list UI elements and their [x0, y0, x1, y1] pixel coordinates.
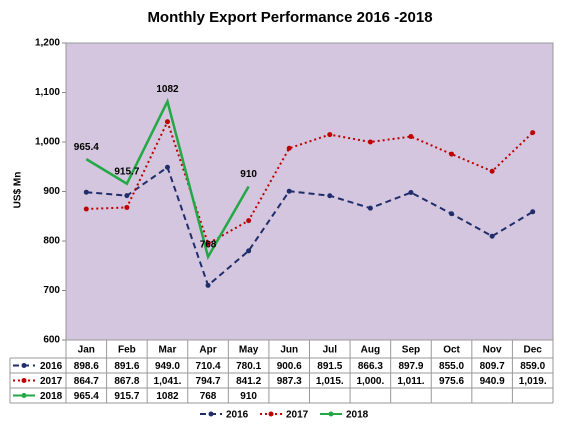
table-value: 859.0 — [520, 361, 545, 372]
x-tick-label: Apr — [199, 345, 216, 356]
table-value: 855.0 — [439, 361, 464, 372]
x-tick-label: Jun — [280, 345, 298, 356]
point-marker — [489, 233, 495, 239]
legend-key-marker — [328, 411, 334, 417]
chart-title: Monthly Export Performance 2016 -2018 — [147, 9, 432, 26]
table-value: 809.7 — [480, 361, 505, 372]
point-marker — [530, 209, 536, 215]
data-label: 965.4 — [74, 142, 99, 153]
legend-key-marker — [268, 411, 274, 417]
x-tick-label: Aug — [361, 345, 380, 356]
point-marker — [286, 188, 292, 194]
point-marker — [246, 248, 252, 254]
point-marker — [367, 205, 373, 211]
point-marker — [530, 130, 536, 136]
table-value: 1,000. — [356, 376, 384, 387]
table-value: 975.6 — [439, 376, 464, 387]
legend-key-marker — [208, 411, 214, 417]
table-value: 900.6 — [277, 361, 302, 372]
table-value: 864.7 — [74, 376, 99, 387]
y-tick-label: 600 — [43, 335, 60, 346]
y-tick-label: 1,100 — [35, 87, 60, 98]
legend-label: 2017 — [286, 410, 309, 421]
table-value: 897.9 — [398, 361, 423, 372]
point-marker — [286, 145, 292, 151]
point-marker — [327, 193, 333, 199]
x-tick-label: Jan — [78, 345, 95, 356]
table-value: 1,011. — [397, 376, 424, 387]
point-marker — [489, 168, 495, 174]
point-marker — [124, 204, 130, 210]
table-series-name: 2018 — [40, 391, 63, 402]
x-tick-label: Oct — [443, 345, 460, 356]
table-value: 891.6 — [114, 361, 139, 372]
series-line — [86, 165, 534, 288]
table-value: 949.0 — [155, 361, 180, 372]
table-value: 940.9 — [480, 376, 505, 387]
y-tick-label: 800 — [43, 236, 60, 247]
y-tick-label: 900 — [43, 186, 60, 197]
point-marker — [164, 119, 170, 125]
table-value: 1,019. — [519, 376, 547, 387]
table-value: 1,041. — [154, 376, 182, 387]
table-value: 780.1 — [236, 361, 261, 372]
data-label: 910 — [240, 169, 257, 180]
table-value: 1,015. — [316, 376, 344, 387]
point-marker — [367, 139, 373, 145]
point-marker — [83, 206, 89, 212]
table-value: 965.4 — [74, 391, 99, 402]
table-value: 867.8 — [114, 376, 139, 387]
x-tick-label: Feb — [118, 345, 136, 356]
table-value: 768 — [200, 391, 217, 402]
series-line — [85, 97, 250, 261]
y-tick-label: 1,200 — [35, 38, 60, 49]
point-marker — [164, 164, 170, 170]
table-value: 710.4 — [196, 361, 221, 372]
table-series-name: 2017 — [40, 376, 63, 387]
data-label: 1082 — [156, 84, 179, 95]
legend-label: 2018 — [346, 410, 369, 421]
point-marker — [449, 151, 455, 157]
table-series-name: 2016 — [40, 361, 63, 372]
point-marker — [449, 211, 455, 217]
x-tick-label: Jul — [323, 345, 338, 356]
point-marker — [327, 132, 333, 138]
table-key-marker — [21, 363, 27, 368]
table-key-marker — [21, 378, 27, 383]
table-value: 891.5 — [317, 361, 342, 372]
y-tick-label: 700 — [43, 285, 60, 296]
x-tick-label: Dec — [524, 345, 543, 356]
x-tick-label: May — [239, 345, 259, 356]
table-value: 866.3 — [358, 361, 383, 372]
point-marker — [124, 193, 130, 199]
series-line — [86, 119, 534, 246]
table-value: 794.7 — [196, 376, 221, 387]
point-marker — [83, 189, 89, 195]
table-value: 915.7 — [114, 391, 139, 402]
legend-label: 2016 — [226, 410, 249, 421]
table-key-marker — [21, 393, 27, 398]
table-value: 910 — [240, 391, 257, 402]
table-value: 1082 — [156, 391, 179, 402]
x-tick-label: Mar — [159, 345, 177, 356]
data-label: 768 — [200, 239, 217, 250]
y-tick-label: 1,000 — [35, 137, 60, 148]
point-marker — [246, 218, 252, 224]
point-marker — [205, 282, 211, 288]
point-marker — [205, 241, 211, 247]
x-tick-label: Sep — [402, 345, 420, 356]
plot-area — [65, 42, 554, 341]
table-value: 987.3 — [277, 376, 302, 387]
data-label: 915.7 — [114, 166, 139, 177]
table-value: 841.2 — [236, 376, 261, 387]
x-tick-label: Nov — [483, 345, 502, 356]
y-axis-label: US$ Mn — [13, 172, 24, 209]
point-marker — [408, 134, 414, 140]
point-marker — [408, 190, 414, 196]
table-value: 898.6 — [74, 361, 99, 372]
